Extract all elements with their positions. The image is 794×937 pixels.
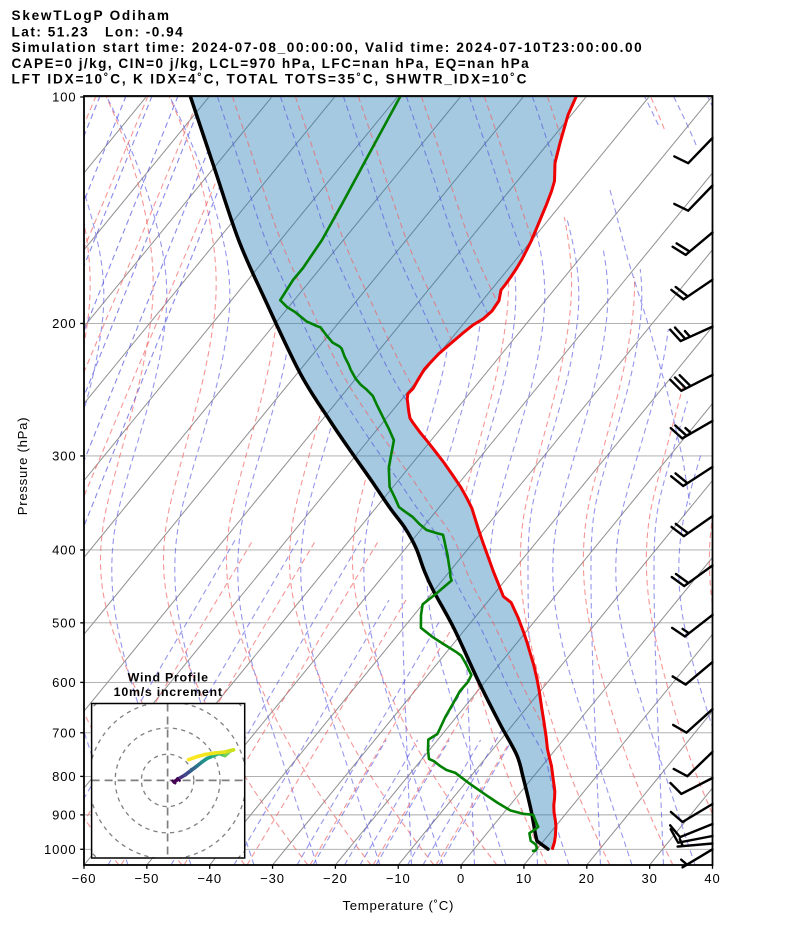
svg-text:20: 20 bbox=[579, 871, 595, 886]
svg-text:0: 0 bbox=[457, 871, 465, 886]
svg-text:800: 800 bbox=[52, 769, 76, 784]
svg-text:300: 300 bbox=[52, 449, 76, 464]
svg-text:100: 100 bbox=[52, 90, 76, 105]
svg-text:30: 30 bbox=[642, 871, 658, 886]
svg-text:Simulation start time: 2024-07: Simulation start time: 2024-07-08_00:00:… bbox=[12, 40, 644, 55]
svg-text:Temperature (˚C): Temperature (˚C) bbox=[342, 898, 454, 913]
svg-text:−60: −60 bbox=[72, 871, 97, 886]
svg-text:900: 900 bbox=[52, 807, 76, 822]
svg-text:Pressure (hPa): Pressure (hPa) bbox=[15, 417, 30, 515]
svg-text:400: 400 bbox=[52, 543, 76, 558]
svg-text:40: 40 bbox=[704, 871, 720, 886]
svg-text:−40: −40 bbox=[197, 871, 222, 886]
svg-text:1000: 1000 bbox=[44, 842, 77, 857]
svg-text:LFT IDX=10˚C, K IDX=4˚C, TOTAL: LFT IDX=10˚C, K IDX=4˚C, TOTAL TOTS=35˚C… bbox=[12, 72, 529, 87]
svg-text:CAPE=0 j/kg, CIN=0 j/kg, LCL=9: CAPE=0 j/kg, CIN=0 j/kg, LCL=970 hPa, LF… bbox=[12, 56, 531, 71]
svg-text:10: 10 bbox=[516, 871, 532, 886]
svg-text:700: 700 bbox=[52, 725, 76, 740]
svg-text:−10: −10 bbox=[386, 871, 411, 886]
svg-text:600: 600 bbox=[52, 675, 76, 690]
svg-text:SkewTLogP Odiham: SkewTLogP Odiham bbox=[12, 8, 171, 23]
svg-text:200: 200 bbox=[52, 316, 76, 331]
svg-text:Wind Profile: Wind Profile bbox=[128, 671, 209, 685]
svg-text:500: 500 bbox=[52, 615, 76, 630]
svg-text:Lat: 51.23 Lon: -0.94: Lat: 51.23 Lon: -0.94 bbox=[12, 24, 185, 39]
svg-text:10m/s increment: 10m/s increment bbox=[114, 685, 223, 699]
svg-text:−20: −20 bbox=[323, 871, 348, 886]
svg-text:−50: −50 bbox=[134, 871, 159, 886]
svg-text:−30: −30 bbox=[260, 871, 285, 886]
